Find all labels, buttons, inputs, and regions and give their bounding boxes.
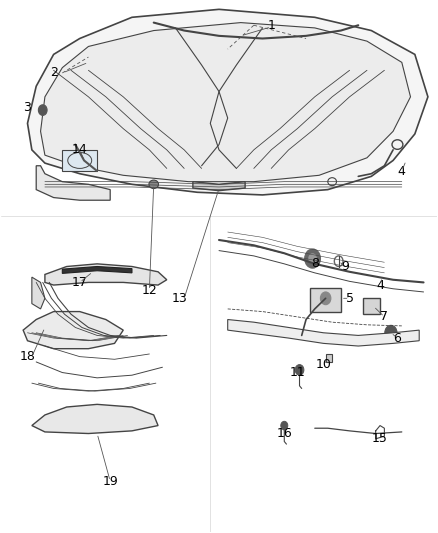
Text: 1: 1	[267, 19, 275, 32]
Circle shape	[321, 292, 331, 305]
Text: 17: 17	[72, 276, 88, 289]
Text: 16: 16	[276, 427, 292, 440]
Text: 5: 5	[346, 292, 353, 305]
Circle shape	[39, 105, 47, 115]
Polygon shape	[363, 298, 380, 314]
Text: 3: 3	[24, 101, 32, 114]
Polygon shape	[28, 10, 428, 195]
Polygon shape	[193, 182, 245, 191]
Polygon shape	[41, 22, 410, 182]
Circle shape	[308, 253, 317, 264]
Text: 19: 19	[102, 475, 118, 488]
Polygon shape	[325, 354, 332, 362]
Text: 18: 18	[20, 350, 35, 363]
Text: 6: 6	[393, 332, 401, 344]
Polygon shape	[228, 319, 419, 346]
Circle shape	[385, 325, 397, 340]
Polygon shape	[311, 288, 341, 312]
Text: 14: 14	[72, 143, 88, 156]
Polygon shape	[45, 264, 167, 285]
Circle shape	[295, 365, 304, 375]
Text: 15: 15	[372, 432, 388, 446]
Text: 2: 2	[49, 67, 57, 79]
Polygon shape	[23, 312, 123, 349]
Text: 13: 13	[172, 292, 188, 305]
Text: 9: 9	[341, 260, 349, 273]
Text: 4: 4	[398, 165, 406, 177]
Text: 12: 12	[141, 284, 157, 297]
Polygon shape	[62, 150, 97, 171]
Polygon shape	[62, 266, 132, 273]
Text: 8: 8	[311, 257, 319, 270]
Ellipse shape	[149, 180, 159, 189]
Polygon shape	[32, 405, 158, 433]
Polygon shape	[36, 166, 110, 200]
Circle shape	[281, 421, 288, 430]
Text: 11: 11	[290, 366, 305, 379]
Circle shape	[305, 249, 321, 268]
Text: 10: 10	[315, 358, 332, 371]
Text: 7: 7	[380, 310, 389, 324]
Text: 4: 4	[376, 279, 384, 292]
Polygon shape	[32, 277, 45, 309]
